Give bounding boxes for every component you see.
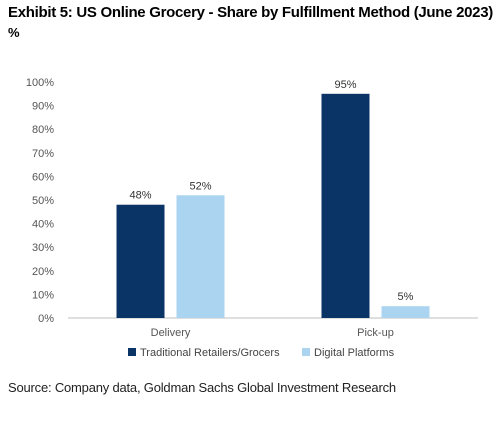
- legend-label: Digital Platforms: [314, 347, 395, 359]
- y-tick-label: 100%: [26, 77, 54, 89]
- legend-swatch: [128, 348, 136, 356]
- chart-title: Exhibit 5: US Online Grocery - Share by …: [8, 4, 493, 21]
- legend-label: Traditional Retailers/Grocers: [140, 347, 280, 359]
- data-label: 95%: [334, 79, 356, 91]
- bar-chart: 0% 10% 20% 30% 40% 50% 60% 70% 80% 90% 100% 48% 52% D…: [26, 77, 478, 359]
- y-tick-label: 70%: [32, 148, 54, 160]
- x-tick-label: Delivery: [151, 327, 191, 339]
- bar: [116, 204, 165, 318]
- y-tick-label: 30%: [32, 242, 54, 254]
- data-label: 48%: [129, 190, 151, 202]
- chart-unit: %: [8, 25, 20, 40]
- y-tick-label: 80%: [32, 124, 54, 136]
- y-tick-label: 20%: [32, 266, 54, 278]
- bar: [381, 306, 430, 318]
- y-tick-label: 40%: [32, 219, 54, 231]
- y-tick-label: 90%: [32, 101, 54, 113]
- data-label: 52%: [189, 180, 211, 192]
- y-tick-label: 0%: [38, 313, 54, 325]
- source-note: Source: Company data, Goldman Sachs Glob…: [8, 380, 396, 395]
- bar: [321, 93, 370, 318]
- bar: [176, 195, 225, 318]
- y-tick-label: 10%: [32, 289, 54, 301]
- x-tick-label: Pick-up: [357, 327, 394, 339]
- data-label: 5%: [398, 291, 414, 303]
- legend-swatch: [302, 348, 310, 356]
- y-tick-label: 50%: [32, 195, 54, 207]
- y-tick-label: 60%: [32, 171, 54, 183]
